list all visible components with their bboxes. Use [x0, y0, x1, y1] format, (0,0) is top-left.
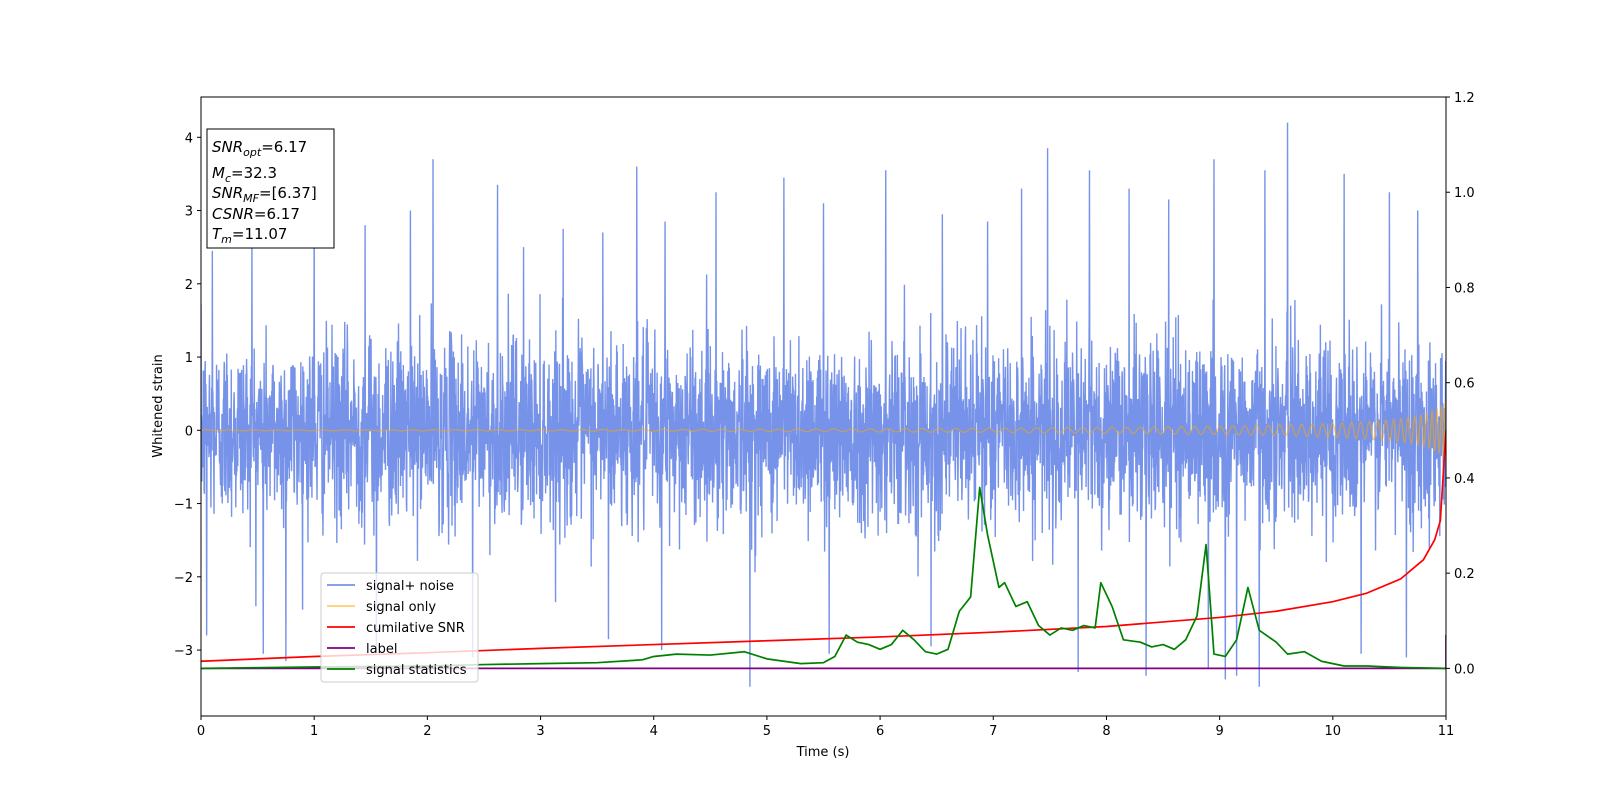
info-snr-mf: SNRMF=[6.37]: [212, 184, 317, 205]
y-tick-label: 3: [185, 205, 193, 220]
y-axis-label: Whitened strain: [151, 354, 166, 457]
y-tick-label: −1: [174, 498, 193, 513]
plot-frame: [200, 96, 1447, 717]
y-tick-label: −3: [174, 644, 193, 659]
x-tick-label: 0: [197, 724, 205, 739]
legend-label: signal+ noise: [366, 579, 454, 594]
y-axis: −3 −2 −1 0 1 2 3 4: [174, 131, 201, 659]
y2-tick-label: 0.0: [1454, 662, 1475, 677]
x-tick-label: 10: [1325, 724, 1342, 739]
series-cumilative-snr: [201, 430, 1446, 663]
info-snr-opt: SNRopt=6.17: [212, 138, 307, 159]
x-tick-label: 8: [1102, 724, 1110, 739]
legend-label: signal only: [366, 600, 436, 615]
y2-tick-label: 1.0: [1454, 186, 1475, 201]
series-signal-statistics: [201, 486, 1446, 670]
info-box-frame: [206, 128, 335, 249]
x-tick-label: 6: [876, 724, 884, 739]
y2-tick-label: 0.8: [1454, 281, 1475, 296]
legend-label: cumilative SNR: [366, 621, 465, 636]
y2-tick-label: 0.6: [1454, 377, 1475, 392]
info-mc: Mc=32.3: [212, 164, 277, 185]
x-tick-label: 4: [650, 724, 658, 739]
info-box: SNRopt=6.17 Mc=32.3 SNRMF=[6.37] CSNR=6.…: [206, 128, 335, 249]
y2-axis: 0.0 0.2 0.4 0.6 0.8 1.0 1.2: [1446, 91, 1475, 677]
x-tick-label: 3: [536, 724, 544, 739]
series-signal-only: [201, 400, 1446, 458]
legend-label: label: [366, 642, 397, 657]
x-tick-label: 7: [989, 724, 997, 739]
y-tick-label: 0: [185, 424, 193, 439]
x-tick-label: 1: [310, 724, 318, 739]
y-tick-label: 2: [185, 278, 193, 293]
legend-label: signal statistics: [366, 663, 467, 678]
info-csnr: CSNR=6.17: [212, 205, 300, 223]
series-signal-noise: [201, 122, 1446, 687]
y-tick-label: 1: [185, 351, 193, 366]
y2-tick-label: 0.2: [1454, 567, 1475, 582]
y2-tick-label: 0.4: [1454, 472, 1475, 487]
legend: signal+ noise signal only cumilative SNR la…: [320, 572, 479, 683]
x-axis-label: Time (s): [796, 745, 850, 760]
series-layer: [201, 122, 1446, 687]
x-axis: 0 1 2 3 4 5 6 7 8 9 10 11: [197, 716, 1454, 739]
x-tick-label: 2: [423, 724, 431, 739]
y-tick-label: 4: [185, 131, 193, 146]
x-tick-label: 5: [763, 724, 771, 739]
info-tm: Tm=11.07: [212, 225, 287, 246]
y2-tick-label: 1.2: [1454, 91, 1475, 106]
y-tick-label: −2: [174, 571, 193, 586]
x-tick-label: 11: [1438, 724, 1455, 739]
x-tick-label: 9: [1215, 724, 1223, 739]
legend-frame: [320, 572, 479, 683]
